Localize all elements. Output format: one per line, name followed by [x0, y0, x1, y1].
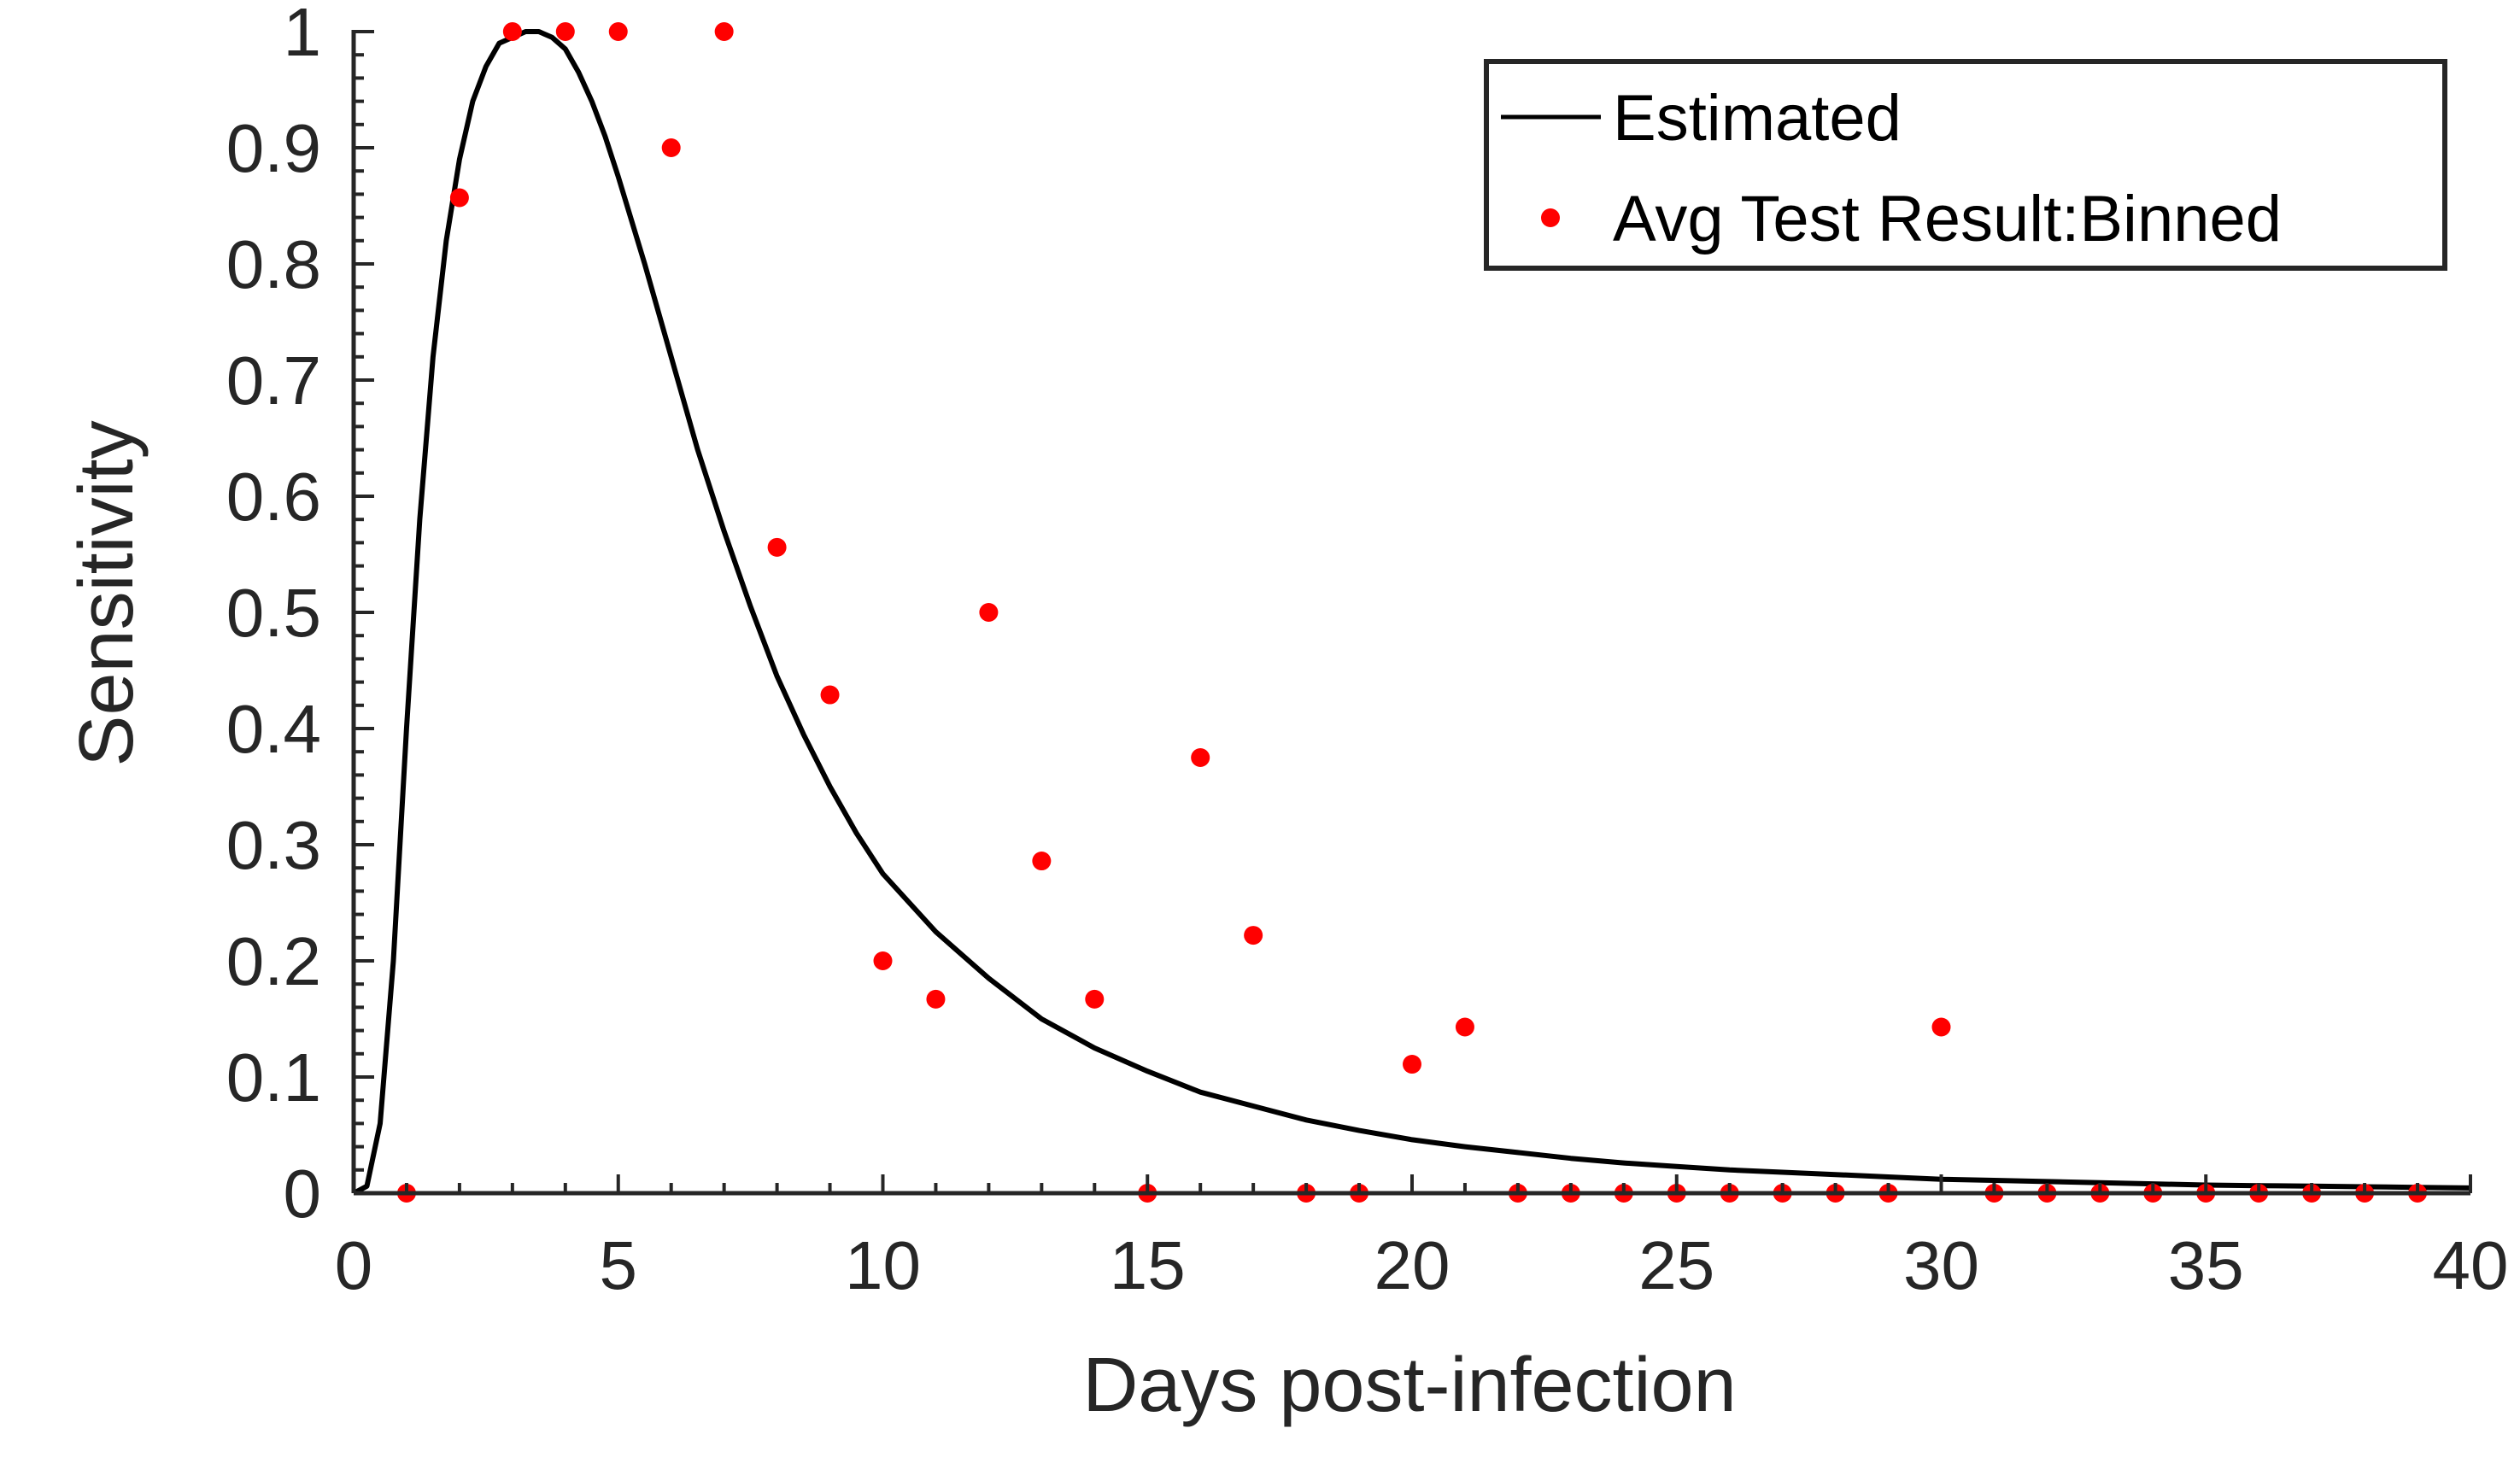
binned-point — [1403, 1055, 1421, 1074]
binned-point — [1085, 989, 1105, 1009]
y-tick-label: 0.7 — [226, 342, 321, 419]
binned-point — [502, 22, 522, 41]
y-tick-label: 0.3 — [226, 807, 321, 883]
binned-point — [449, 188, 469, 208]
binned-point — [1244, 926, 1263, 945]
binned-point — [1032, 852, 1052, 871]
binned-point — [661, 138, 681, 157]
x-tick-label: 0 — [335, 1227, 373, 1303]
binned-point — [608, 22, 628, 41]
x-tick-label: 35 — [2168, 1227, 2244, 1303]
binned-point — [926, 989, 946, 1009]
binned-point — [820, 685, 840, 705]
x-tick-label: 40 — [2433, 1227, 2509, 1303]
binned-point — [979, 603, 999, 622]
x-tick-label: 5 — [600, 1227, 638, 1303]
binned-point — [1455, 1017, 1474, 1037]
y-tick-label: 0.1 — [226, 1039, 321, 1115]
y-axis-title: Sensitivity — [64, 420, 149, 766]
x-axis-title: Days post-infection — [1082, 1343, 1736, 1428]
legend: Estimated Avg Test Result:Binned — [1484, 59, 2447, 271]
binned-point — [555, 22, 575, 41]
y-tick-label: 0.4 — [226, 691, 321, 767]
binned-point — [767, 537, 787, 557]
legend-binned-label: Avg Test Result:Binned — [1613, 183, 2282, 255]
y-tick-label: 0 — [284, 1156, 322, 1232]
x-tick-label: 25 — [1638, 1227, 1714, 1303]
x-tick-label: 20 — [1374, 1227, 1450, 1303]
x-tick-label: 30 — [1903, 1227, 1979, 1303]
x-tick-label: 15 — [1110, 1227, 1186, 1303]
legend-box — [1484, 59, 2447, 271]
legend-binned-swatch — [1541, 208, 1560, 227]
binned-point — [714, 22, 734, 41]
legend-estimated-label: Estimated — [1613, 82, 1902, 155]
binned-points-series — [396, 22, 2428, 1203]
y-tick-label: 0.6 — [226, 459, 321, 535]
binned-point — [1931, 1017, 1951, 1037]
y-tick-label: 0.2 — [226, 923, 321, 999]
y-tick-label: 0.5 — [226, 575, 321, 651]
binned-point — [873, 951, 893, 970]
x-tick-label: 10 — [845, 1227, 921, 1303]
y-tick-label: 1 — [284, 0, 322, 70]
y-tick-label: 0.8 — [226, 226, 321, 302]
ticks: 0 5 10 15 20 25 30 35 40 0 0.1 0.2 0.3 0.4 0.5 0.6 0.7 0.… — [226, 0, 2509, 1303]
y-tick-label: 0.9 — [226, 110, 321, 186]
binned-point — [1191, 748, 1210, 767]
